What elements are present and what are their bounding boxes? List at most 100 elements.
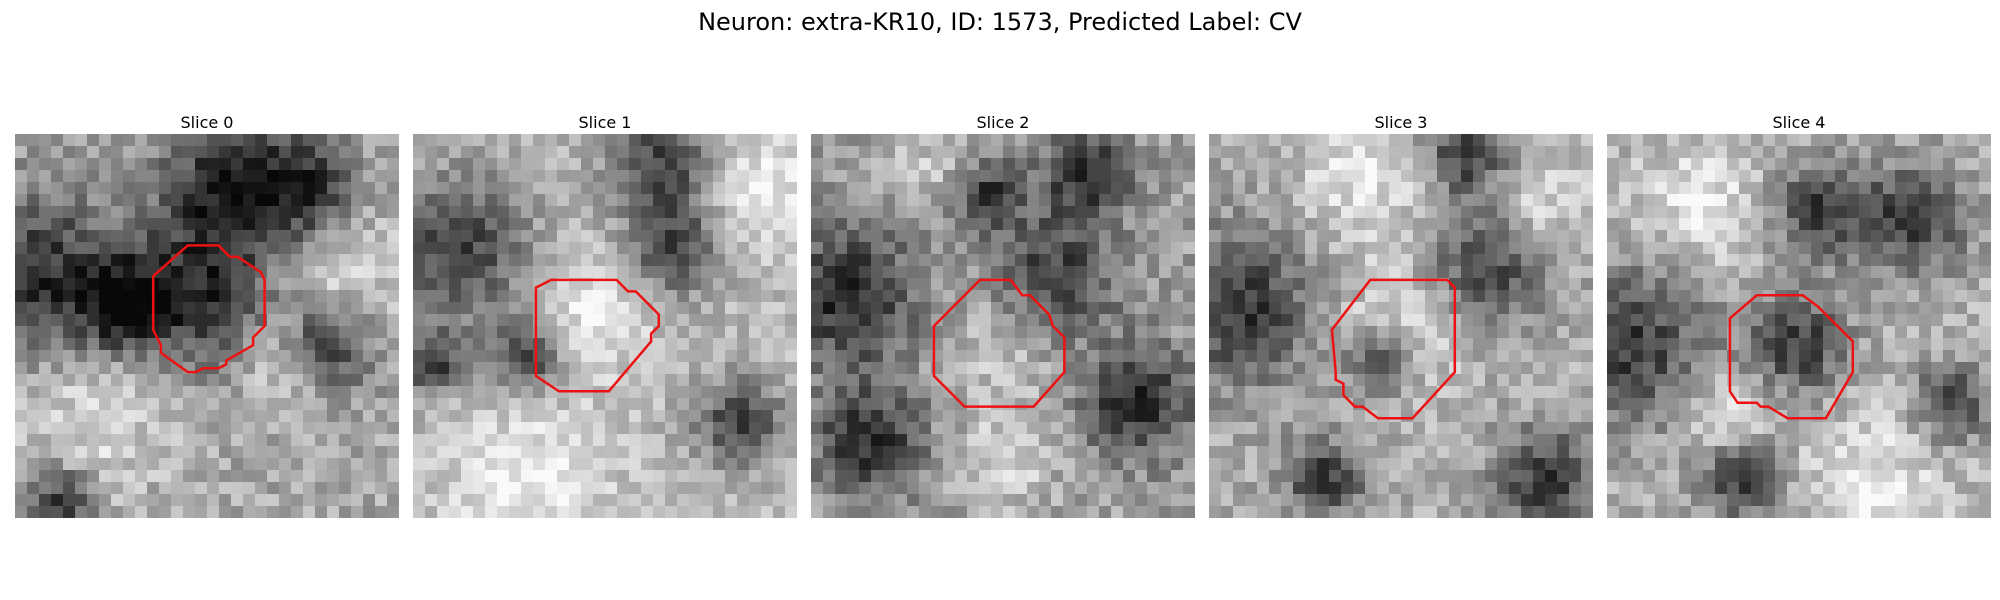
pixel — [171, 410, 184, 423]
pixel — [1461, 494, 1474, 507]
pixel — [267, 134, 280, 147]
pixel — [1775, 398, 1788, 411]
pixel — [1727, 410, 1740, 423]
pixel — [1039, 218, 1052, 231]
pixel — [641, 254, 654, 267]
pixel — [413, 398, 426, 411]
pixel — [1967, 230, 1980, 243]
pixel — [1449, 458, 1462, 471]
pixel — [327, 446, 340, 459]
pixel — [1871, 242, 1884, 255]
pixel — [1233, 134, 1246, 147]
pixel — [1643, 410, 1656, 423]
pixel — [1147, 218, 1160, 231]
pixel — [351, 362, 364, 375]
pixel — [919, 506, 932, 518]
pixel — [1389, 494, 1402, 507]
pixel — [1015, 446, 1028, 459]
pixel — [449, 398, 462, 411]
pixel — [761, 326, 774, 339]
pixel — [689, 230, 702, 243]
pixel — [1317, 422, 1330, 435]
pixel — [557, 146, 570, 159]
pixel — [437, 446, 450, 459]
pixel — [1257, 146, 1270, 159]
pixel — [39, 170, 52, 183]
pixel — [183, 398, 196, 411]
pixel — [1581, 470, 1593, 483]
pixel — [1799, 314, 1812, 327]
pixel — [1461, 350, 1474, 363]
pixel — [701, 134, 714, 147]
pixel — [521, 134, 534, 147]
pixel — [871, 218, 884, 231]
pixel — [1353, 146, 1366, 159]
pixel — [1883, 410, 1896, 423]
pixel — [303, 482, 316, 495]
pixel — [883, 410, 896, 423]
pixel — [1619, 278, 1632, 291]
pixel — [1269, 194, 1282, 207]
pixel — [569, 290, 582, 303]
pixel — [1329, 434, 1342, 447]
pixel — [689, 182, 702, 195]
pixel — [327, 146, 340, 159]
pixel — [979, 374, 992, 387]
pixel — [811, 458, 824, 471]
pixel — [1159, 134, 1172, 147]
pixel — [207, 314, 220, 327]
pixel — [87, 266, 100, 279]
pixel — [15, 410, 28, 423]
pixel — [1473, 446, 1486, 459]
pixel — [895, 302, 908, 315]
pixel — [785, 386, 797, 399]
pixel — [1245, 422, 1258, 435]
pixel — [243, 278, 256, 291]
pixel — [1823, 266, 1836, 279]
pixel — [1039, 410, 1052, 423]
pixel — [1437, 494, 1450, 507]
pixel — [1739, 194, 1752, 207]
pixel — [87, 302, 100, 315]
pixel — [907, 266, 920, 279]
pixel — [1159, 470, 1172, 483]
pixel — [219, 170, 232, 183]
pixel — [1461, 410, 1474, 423]
pixel — [883, 302, 896, 315]
pixel — [1557, 206, 1570, 219]
pixel — [15, 374, 28, 387]
pixel — [183, 254, 196, 267]
pixel — [437, 254, 450, 267]
pixel — [183, 458, 196, 471]
pixel — [1533, 494, 1546, 507]
pixel — [521, 362, 534, 375]
pixel — [713, 374, 726, 387]
pixel — [701, 386, 714, 399]
pixel — [1967, 254, 1980, 267]
pixel — [339, 362, 352, 375]
pixel — [847, 350, 860, 363]
pixel — [1655, 242, 1668, 255]
pixel — [713, 314, 726, 327]
pixel — [979, 206, 992, 219]
pixel — [1763, 338, 1776, 351]
pixel — [231, 146, 244, 159]
pixel — [1955, 134, 1968, 147]
pixel — [99, 458, 112, 471]
pixel — [1811, 398, 1824, 411]
pixel — [1039, 206, 1052, 219]
pixel — [1377, 170, 1390, 183]
pixel — [1509, 422, 1522, 435]
pixel — [339, 290, 352, 303]
pixel — [267, 170, 280, 183]
pixel — [1509, 290, 1522, 303]
pixel — [51, 506, 64, 518]
pixel — [1931, 446, 1944, 459]
pixel — [979, 398, 992, 411]
pixel — [1341, 158, 1354, 171]
pixel — [1111, 470, 1124, 483]
pixel — [1643, 206, 1656, 219]
pixel — [677, 266, 690, 279]
pixel — [267, 242, 280, 255]
pixel — [1099, 206, 1112, 219]
